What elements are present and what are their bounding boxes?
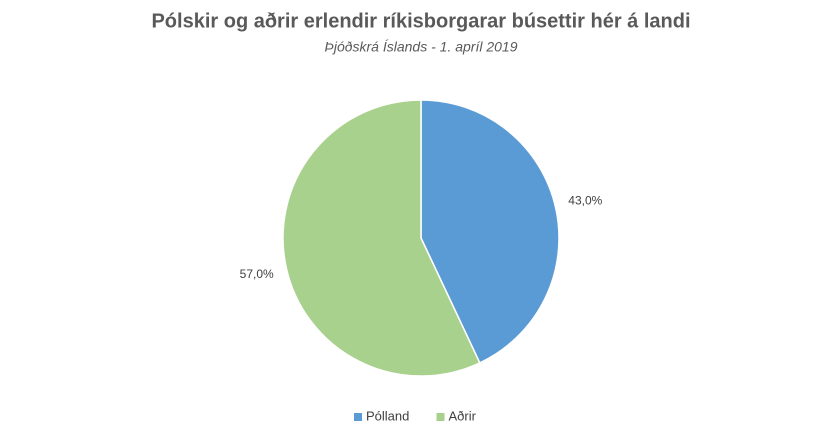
data-label: 43,0% <box>568 193 602 207</box>
chart-title: Pólskir og aðrir erlendir ríkisborgarar … <box>151 10 690 32</box>
pie-slice <box>282 99 481 377</box>
legend-label: Pólland <box>366 408 409 423</box>
legend-swatch <box>436 413 445 421</box>
data-label: 57,0% <box>240 267 274 281</box>
legend-swatch <box>354 413 362 421</box>
pie-slice <box>420 99 560 364</box>
legend-label: Aðrir <box>449 408 477 423</box>
chart-subtitle: Þjóðskrá Íslands - 1. apríl 2019 <box>325 39 518 55</box>
